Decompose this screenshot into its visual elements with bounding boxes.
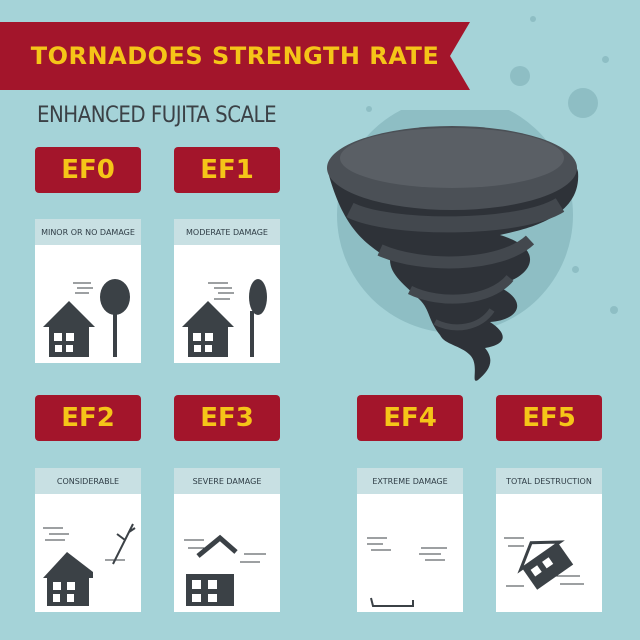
tornado-illustration xyxy=(327,110,579,381)
destroyed-roof-house-icon xyxy=(184,534,266,606)
level-card-ef5: TOTAL DESTRUCTION xyxy=(496,468,602,612)
level-badge-ef2: EF2 xyxy=(35,395,141,441)
level-badge-ef5: EF5 xyxy=(496,395,602,441)
card-label: SEVERE DAMAGE xyxy=(174,468,280,494)
level-card-ef1: MODERATE DAMAGE xyxy=(174,219,280,363)
house-foundation-remains-icon xyxy=(367,537,447,607)
level-badge-ef0: EF0 xyxy=(35,147,141,193)
card-label: MODERATE DAMAGE xyxy=(174,219,280,245)
level-badge-ef3: EF3 xyxy=(174,395,280,441)
decorative-dot xyxy=(610,306,618,314)
title-banner xyxy=(0,22,470,90)
card-label: TOTAL DESTRUCTION xyxy=(496,468,602,494)
damaged-house-icon xyxy=(43,523,136,606)
level-badge-ef1: EF1 xyxy=(174,147,280,193)
decorative-dot xyxy=(510,66,530,86)
decorative-dot xyxy=(602,56,609,63)
page-subtitle: ENHANCED FUJITA SCALE xyxy=(37,103,277,128)
level-card-ef0: MINOR OR NO DAMAGE xyxy=(35,219,141,363)
level-badge-ef4: EF4 xyxy=(357,395,463,441)
level-card-ef3: SEVERE DAMAGE xyxy=(174,468,280,612)
level-card-ef2: CONSIDERABLE xyxy=(35,468,141,612)
decorative-dot xyxy=(568,88,598,118)
house-with-bent-tree-icon xyxy=(182,279,267,357)
card-label: CONSIDERABLE xyxy=(35,468,141,494)
flying-house-icon xyxy=(504,537,584,590)
card-label: MINOR OR NO DAMAGE xyxy=(35,219,141,245)
decorative-dot xyxy=(530,16,536,22)
level-card-ef4: EXTREME DAMAGE xyxy=(357,468,463,612)
card-label: EXTREME DAMAGE xyxy=(357,468,463,494)
decorative-dot xyxy=(572,266,579,273)
page-title: TORNADOES STRENGTH RATE xyxy=(30,42,440,70)
house-with-tree-icon xyxy=(43,279,130,357)
decorative-dot xyxy=(366,106,372,112)
